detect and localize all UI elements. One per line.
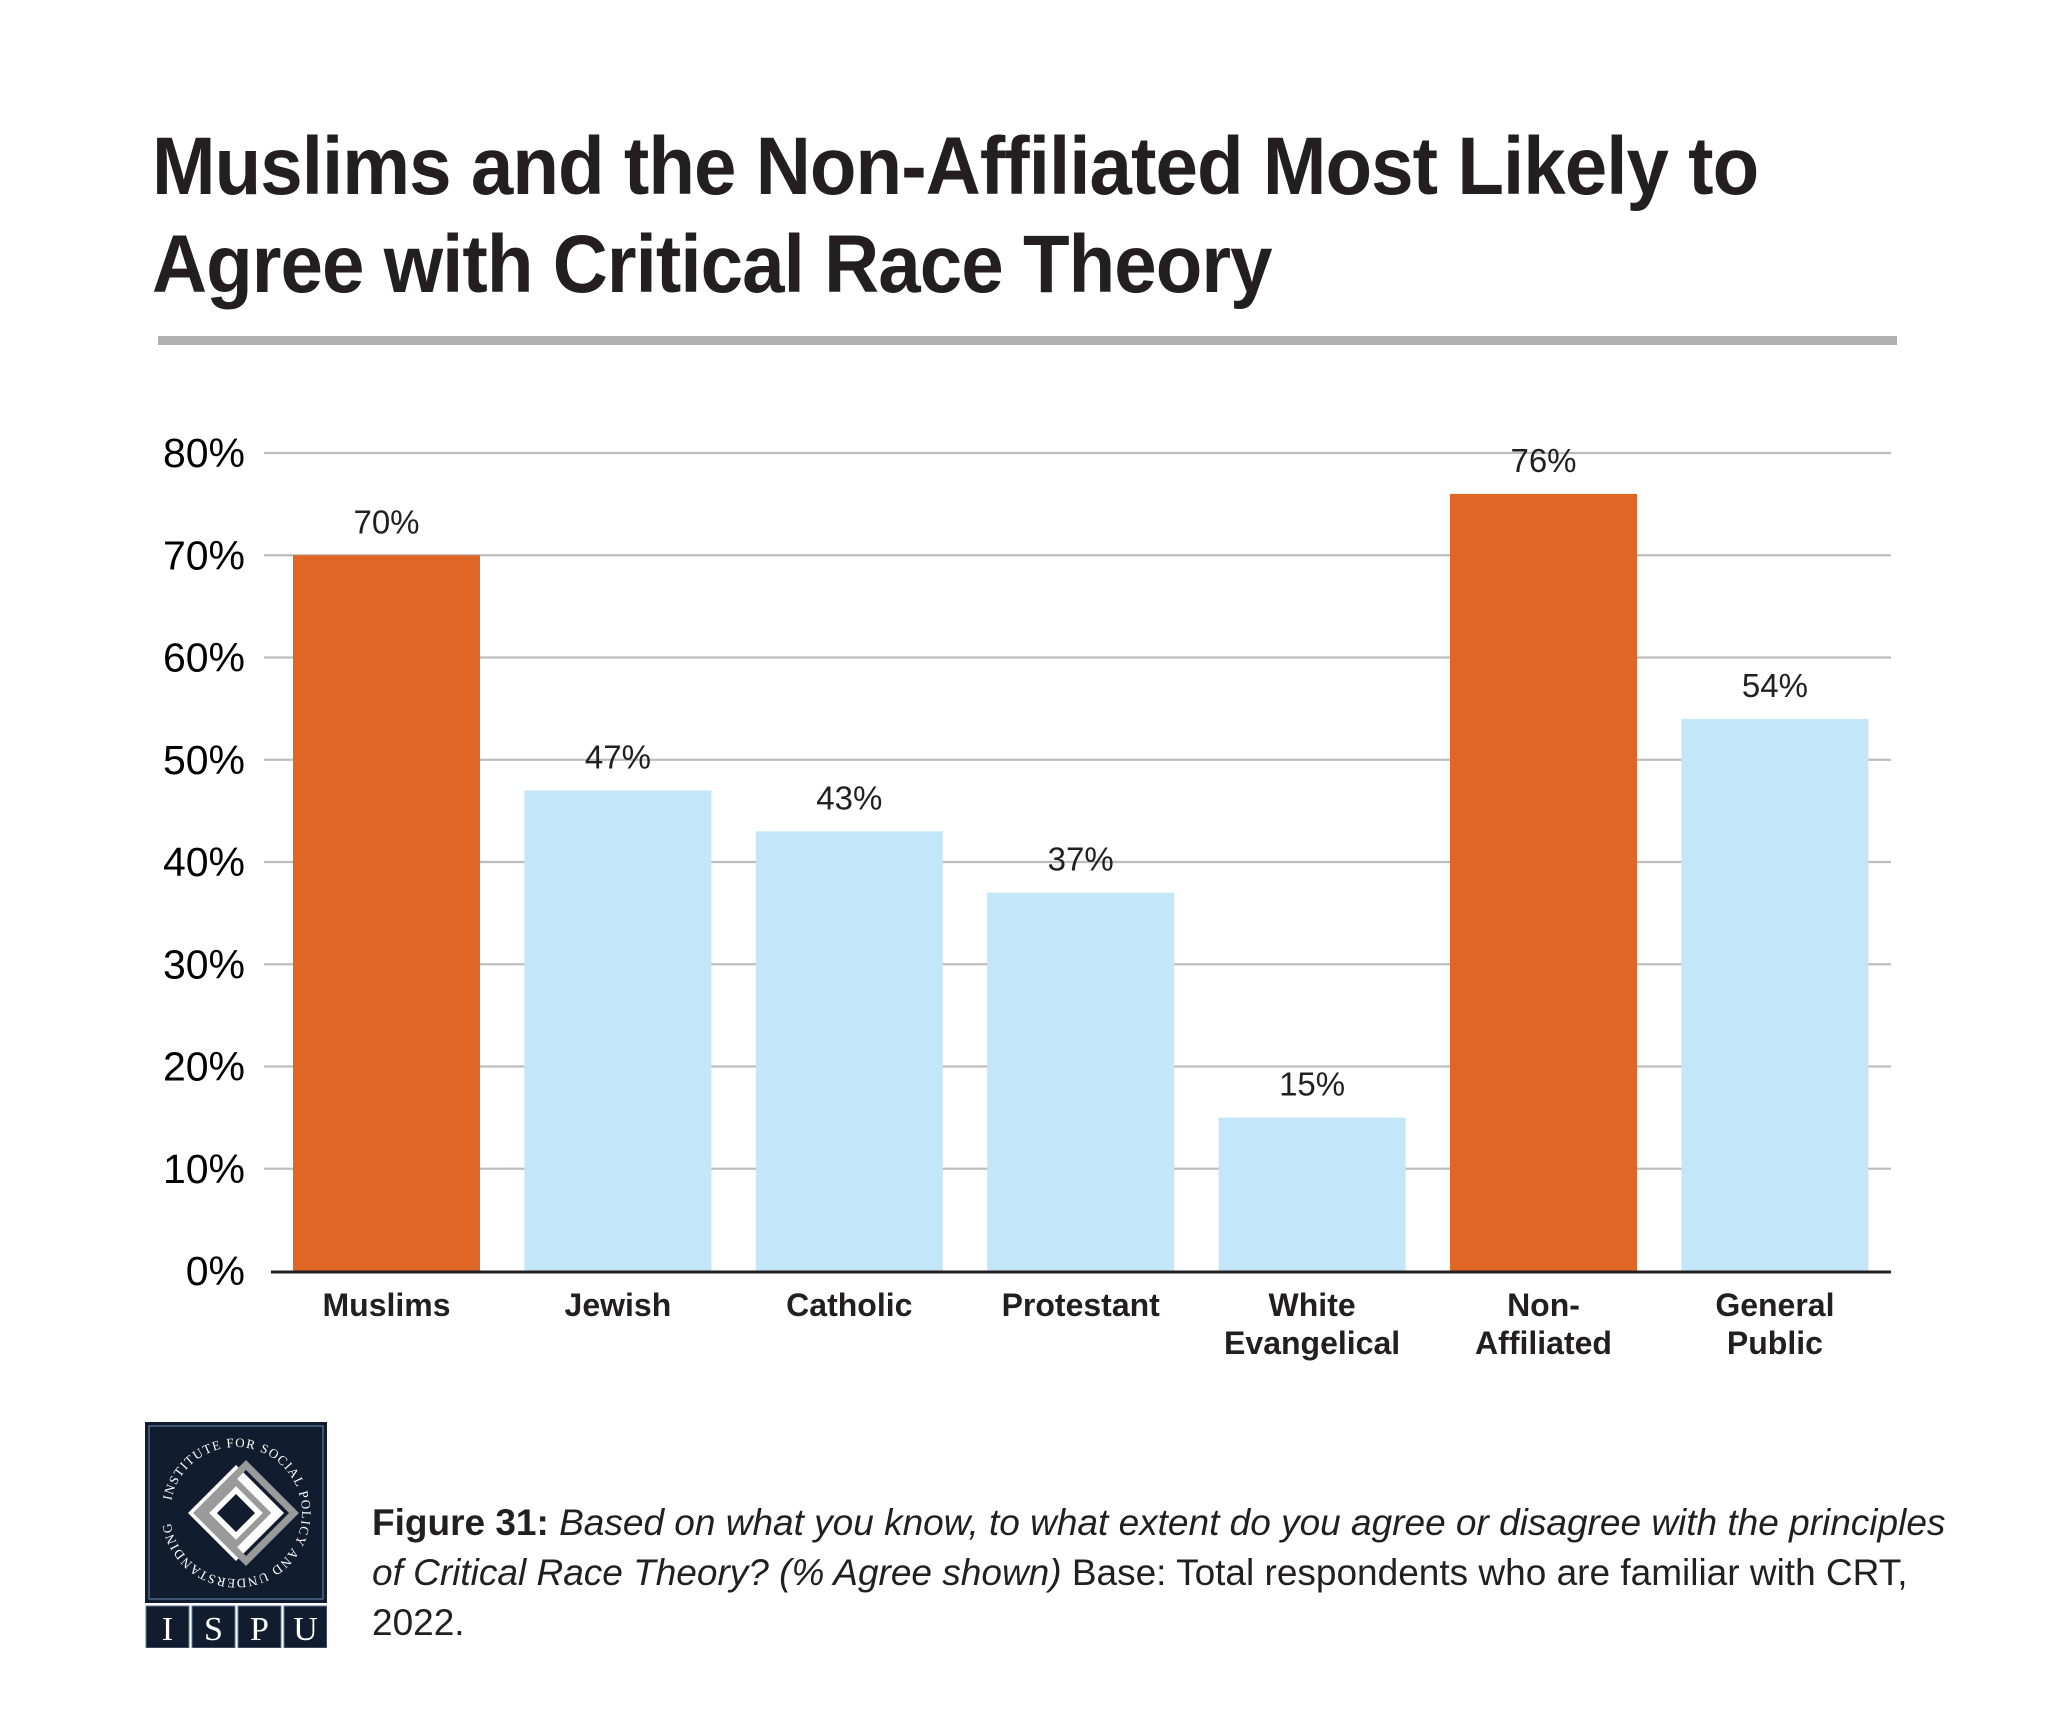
bar-chart: 0% 10% 20% 30% 40% 50% 60% 70% 80% 70% 47% 43% 37% 1… (163, 430, 1891, 1361)
survey-base: Base: Total respondents who are familiar… (372, 1552, 1908, 1643)
x-tick-label: Muslims (322, 1287, 450, 1323)
logo-diamond-icon (188, 1460, 299, 1566)
logo-inner-border (148, 1425, 324, 1600)
x-tick-label: Non-Affiliated (1475, 1287, 1612, 1361)
y-tick-label: 20% (163, 1044, 245, 1090)
bar (524, 790, 712, 1271)
bars (293, 493, 1869, 1271)
data-label: 43% (816, 779, 882, 816)
data-label: 54% (1742, 667, 1808, 704)
logo-letter: P (250, 1611, 269, 1648)
x-axis-labels: Muslims Jewish Catholic Protestant White Evan… (322, 1287, 1834, 1361)
data-label: 37% (1048, 841, 1114, 878)
x-tick-label: White Evangelical (1224, 1287, 1400, 1361)
bar (755, 831, 943, 1271)
y-tick-label: 70% (163, 532, 245, 578)
y-tick-label: 0% (186, 1248, 245, 1294)
logo-letter-box (145, 1605, 190, 1648)
x-tick-label: General Public (1715, 1287, 1834, 1361)
y-tick-label: 30% (163, 941, 245, 987)
figure-caption: Figure 31: Based on what you know, to wh… (372, 1498, 1952, 1648)
chart-title-line-2: Agree with Critical Race Theory (152, 219, 1273, 310)
logo-letter-box (237, 1605, 282, 1648)
logo-letter-box (191, 1605, 236, 1648)
x-tick-label: Jewish (565, 1287, 672, 1323)
logo-letter: I (162, 1611, 173, 1648)
y-tick-label: 80% (163, 430, 245, 476)
data-label: 15% (1279, 1066, 1345, 1103)
chart-title-line-1: Muslims and the Non-Affiliated Most Like… (152, 121, 1759, 212)
y-tick-label: 60% (163, 635, 245, 681)
survey-question: Based on what you know, to what extent d… (372, 1502, 1946, 1593)
y-tick-label: 50% (163, 737, 245, 783)
data-labels: 70% 47% 43% 37% 15% 76% 54% (353, 442, 1807, 1103)
chart-title: Muslims and the Non-Affiliated Most Like… (152, 118, 1826, 314)
data-label: 76% (1510, 442, 1576, 479)
x-tick-label: Catholic (786, 1287, 912, 1323)
figure-label: Figure 31: (372, 1502, 549, 1543)
y-tick-label: 10% (163, 1146, 245, 1192)
y-tick-label: 40% (163, 839, 245, 885)
logo-letter: U (293, 1611, 318, 1648)
bar (1218, 1117, 1406, 1271)
ispu-logo: INSTITUTE FOR SOCIAL POLICY AND UNDERSTA… (145, 1422, 327, 1648)
data-label: 47% (585, 738, 651, 775)
logo-letter: S (204, 1611, 223, 1648)
logo-letter-box (283, 1605, 327, 1648)
bar (987, 892, 1175, 1271)
data-label: 70% (353, 503, 419, 540)
title-divider (158, 336, 1897, 345)
bar (293, 555, 480, 1271)
bar (1681, 718, 1869, 1271)
bar (1450, 493, 1637, 1271)
x-tick-label: Protestant (1002, 1287, 1161, 1323)
y-axis-ticks: 0% 10% 20% 30% 40% 50% 60% 70% 80% (163, 430, 245, 1294)
